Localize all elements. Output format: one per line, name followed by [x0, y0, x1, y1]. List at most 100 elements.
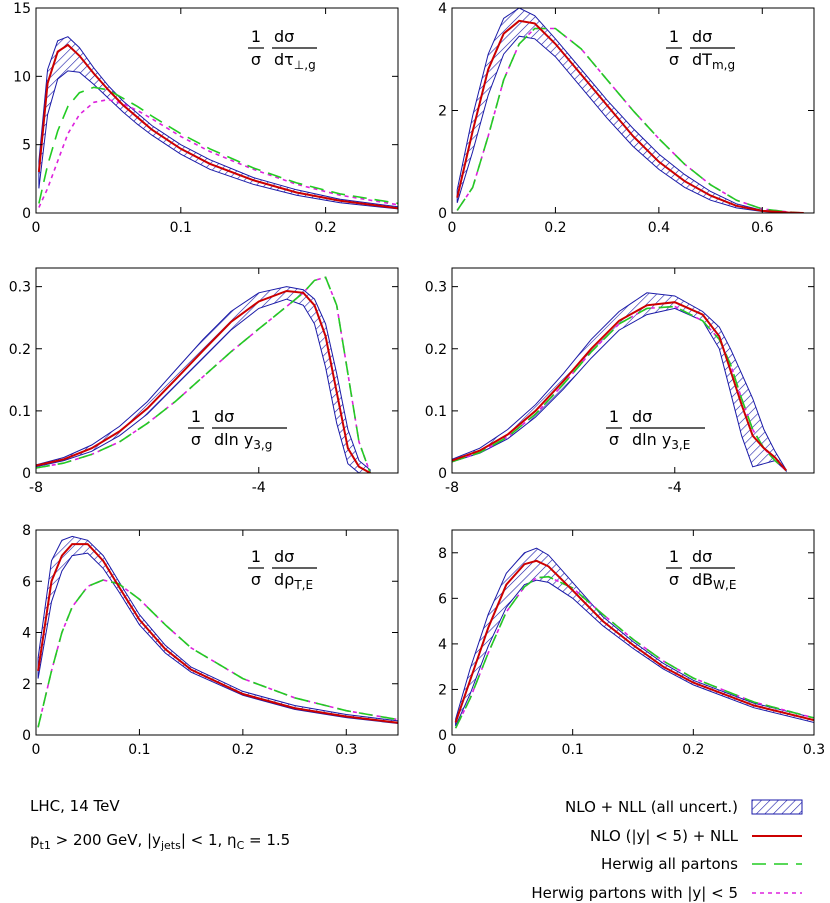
y-tick-label: 0.3 [425, 280, 447, 296]
y-tick-label: 0 [22, 728, 31, 744]
panel-ylabel: 1 σdσ dτ⊥,g [248, 27, 317, 72]
ylabel-den-var: dBW,E [692, 570, 736, 592]
y-tick-label: 4 [22, 626, 31, 642]
x-tick-label: 0.6 [751, 220, 773, 236]
info-cuts: pt1 > 200 GeV, |yjets| < 1, ηC = 1.5 [30, 831, 291, 852]
panel-ylabel: 1 σdσ dρT,E [248, 547, 317, 592]
ylabel-den-subscript: T,E [293, 578, 313, 592]
y-tick-label: 10 [13, 69, 31, 85]
ylabel-num-dsigma: dσ [274, 27, 294, 46]
x-tick-label: 0 [32, 220, 41, 236]
x-tick-label: 0 [448, 742, 457, 758]
ylabel-den-subscript: 3,E [671, 438, 690, 452]
y-tick-label: 0 [438, 728, 447, 744]
herwig-all-line [38, 86, 398, 205]
ylabel-den-sigma: σ [251, 50, 261, 69]
y-tick-label: 6 [22, 574, 31, 590]
ylabel-num-1: 1 [669, 547, 679, 566]
panel-tau_perp: 0 0.1 0.2 0 5 10 15 1 σdσ dτ⊥,g [13, 1, 399, 236]
ylabel-num-dsigma: dσ [214, 407, 234, 426]
ylabel-den-subscript: W,E [713, 578, 736, 592]
nlo-line [36, 289, 371, 473]
nlo-line [37, 543, 398, 724]
panel-ln_y3g: -8 -4 0 0.1 0.2 0.3 1 σdσ dln y3,g [9, 267, 399, 496]
ylabel-num-1: 1 [251, 27, 261, 46]
ylabel-den-sigma: σ [191, 430, 201, 449]
ylabel-den-var: dρT,E [274, 570, 313, 592]
ylabel-num-dsigma: dσ [632, 407, 652, 426]
y-tick-label: 0 [438, 466, 447, 482]
ylabel-den-subscript: m,g [712, 58, 735, 72]
y-tick-label: 4 [438, 637, 447, 653]
herwig-y5-line [456, 27, 804, 213]
ylabel-den-sigma: σ [669, 570, 679, 589]
y-tick-label: 2 [438, 682, 447, 698]
herwig-all-line [37, 579, 398, 728]
nlo-line [456, 19, 804, 213]
x-tick-label: 0.1 [128, 742, 150, 758]
x-tick-label: 0.1 [562, 742, 584, 758]
herwig-all-line [36, 276, 371, 473]
plot-frame [35, 267, 399, 474]
uncertainty-band [36, 286, 371, 473]
y-tick-label: 0 [438, 206, 447, 222]
ylabel-num-dsigma: dσ [274, 547, 294, 566]
ylabel-num-1: 1 [191, 407, 201, 426]
y-tick-label: 0.2 [425, 342, 447, 358]
y-tick-label: 2 [22, 677, 31, 693]
x-tick-label: 0.2 [682, 742, 704, 758]
panel-B_W: 0 0.1 0.2 0.3 0 2 4 6 8 1 σdσ dBW,E [438, 529, 825, 758]
panel-ln_y3E: -8 -4 0 0.1 0.2 0.3 1 σdσ dln y3,E [425, 267, 815, 496]
herwig-y5-line [452, 305, 787, 472]
ylabel-den-var: dln y3,g [214, 430, 272, 452]
ylabel-den-var: dln y3,E [632, 430, 690, 452]
x-tick-label: 0.2 [314, 220, 336, 236]
y-tick-label: 4 [438, 1, 447, 17]
panel-ylabel: 1 σdσ dln y3,g [188, 407, 287, 452]
y-tick-label: 0.1 [9, 404, 31, 420]
x-tick-label: -4 [668, 480, 682, 496]
nlo-line [454, 559, 814, 723]
plot-frame [35, 529, 399, 736]
y-tick-label: 0 [22, 466, 31, 482]
x-tick-label: 0.1 [170, 220, 192, 236]
y-tick-label: 0 [22, 206, 31, 222]
ylabel-den-sigma: σ [669, 50, 679, 69]
herwig-y5-line [38, 98, 398, 208]
y-tick-label: 0.2 [9, 342, 31, 358]
y-tick-label: 6 [438, 591, 447, 607]
uncertainty-band [452, 292, 787, 473]
y-tick-label: 8 [438, 546, 447, 562]
herwig-all-line [454, 575, 814, 729]
x-tick-label: 0.2 [232, 742, 254, 758]
plot-frame [451, 529, 815, 736]
ylabel-num-1: 1 [669, 27, 679, 46]
info-energy: LHC, 14 TeV [30, 797, 120, 815]
x-tick-label: 0.3 [803, 742, 825, 758]
herwig-y5-line [36, 276, 371, 473]
panel-T_m: 0 0.2 0.4 0.6 0 2 4 1 σdσ dTm,g [438, 1, 815, 236]
y-tick-label: 15 [13, 1, 31, 17]
ylabel-den-sigma: σ [251, 570, 261, 589]
plot-frame [35, 7, 399, 214]
uncertainty-band [456, 8, 804, 213]
uncertainty-band [455, 547, 814, 727]
nlo-line [37, 43, 398, 210]
uncertainty-band [38, 36, 398, 210]
y-tick-label: 0.3 [9, 280, 31, 296]
y-tick-label: 5 [22, 138, 31, 154]
x-tick-label: 0.4 [648, 220, 670, 236]
ylabel-num-dsigma: dσ [692, 27, 712, 46]
legend-label-herwig-all: Herwig all partons [601, 855, 738, 873]
x-tick-label: 0.2 [544, 220, 566, 236]
y-tick-label: 8 [22, 523, 31, 539]
uncertainty-band [37, 535, 398, 725]
nlo-line [452, 301, 787, 472]
legend-label-herwig-y5: Herwig partons with |y| < 5 [531, 884, 738, 902]
x-tick-label: 0.3 [335, 742, 357, 758]
legend-label-nlo: NLO (|y| < 5) + NLL [590, 827, 738, 845]
ylabel-num-1: 1 [609, 407, 619, 426]
x-tick-label: 0 [448, 220, 457, 236]
x-tick-label: 0 [32, 742, 41, 758]
